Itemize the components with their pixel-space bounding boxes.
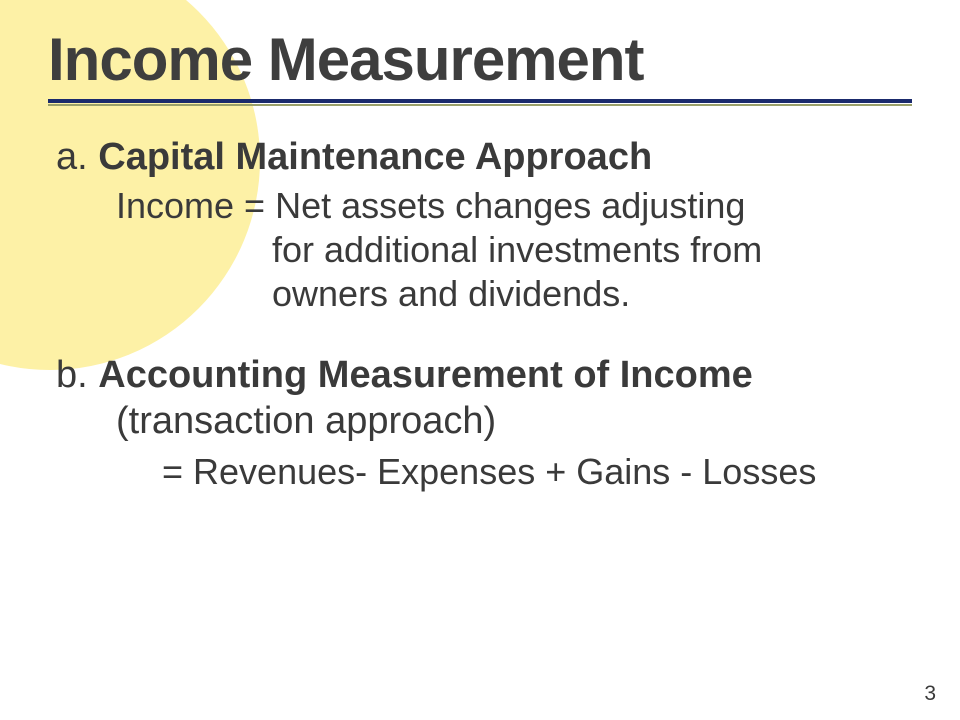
section-b: b. Accounting Measurement of Income (tra…: [48, 353, 912, 492]
section-b-formula: = Revenues- Expenses + Gains - Losses: [56, 451, 912, 493]
title-underline: [48, 99, 912, 106]
section-a-line3: owners and dividends.: [116, 272, 912, 316]
section-b-title: Accounting Measurement of Income: [98, 354, 753, 396]
page-number: 3: [924, 682, 936, 706]
section-a: a. Capital Maintenance Approach Income =…: [48, 136, 912, 315]
section-a-line2: for additional investments from: [116, 228, 912, 272]
section-a-prefix: a.: [56, 136, 98, 178]
section-a-title: Capital Maintenance Approach: [98, 136, 652, 178]
section-a-body: Income = Net assets changes adjusting fo…: [56, 184, 912, 316]
section-b-prefix: b.: [56, 354, 98, 396]
section-a-line1: Income = Net assets changes adjusting: [116, 184, 912, 228]
section-a-heading: a. Capital Maintenance Approach: [56, 136, 912, 180]
section-b-heading: b. Accounting Measurement of Income (tra…: [56, 353, 912, 444]
slide-title: Income Measurement: [48, 28, 912, 91]
slide-content: Income Measurement a. Capital Maintenanc…: [0, 0, 960, 493]
section-b-subtitle: (transaction approach): [56, 399, 912, 445]
